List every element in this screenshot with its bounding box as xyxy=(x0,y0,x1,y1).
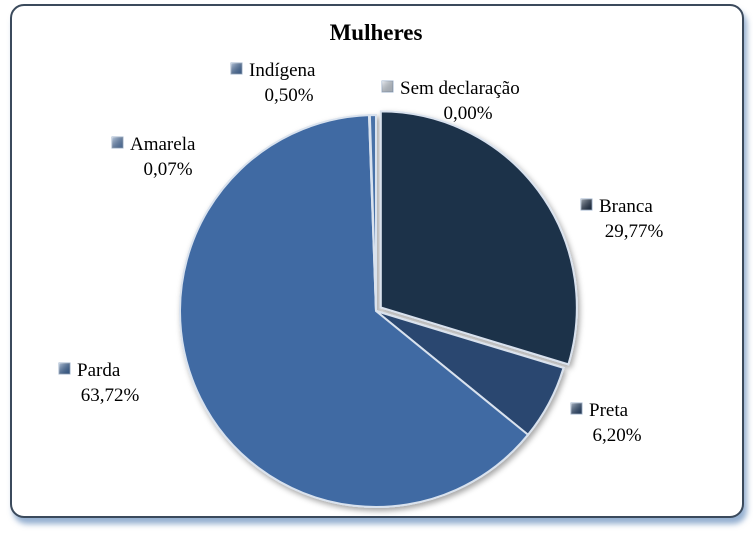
legend-key-gloss xyxy=(571,403,582,414)
pie-slice-parda xyxy=(179,114,530,508)
slice-label-value: 29,77% xyxy=(605,221,664,242)
slice-label-name: Preta xyxy=(589,400,629,421)
slice-label-value: 0,00% xyxy=(443,103,492,124)
pie-labels: Sem declaração 0,00% Branca 29,77% Preta 6,20… xyxy=(58,60,664,446)
legend-key-gloss xyxy=(59,363,70,374)
slice-label-value: 0,50% xyxy=(264,85,313,106)
chart-title: Mulheres xyxy=(330,20,423,45)
pie-slice-ind-gena xyxy=(368,113,377,312)
legend-key-gloss xyxy=(112,137,123,148)
slice-label-name: Amarela xyxy=(130,134,196,155)
slice-label-value: 0,07% xyxy=(143,159,192,180)
slice-label-name: Branca xyxy=(599,196,653,217)
slice-label-name: Indígena xyxy=(249,60,316,81)
pie-slices xyxy=(179,110,578,508)
slice-label-name: Sem declaração xyxy=(400,78,520,99)
legend-key-gloss xyxy=(382,81,393,92)
slice-label-value: 63,72% xyxy=(81,385,140,406)
legend-key-gloss xyxy=(231,63,242,74)
legend-key-gloss xyxy=(581,199,592,210)
slice-label-name: Parda xyxy=(77,360,121,381)
slice-label-value: 6,20% xyxy=(592,425,641,446)
pie-slice-branca xyxy=(379,110,578,366)
